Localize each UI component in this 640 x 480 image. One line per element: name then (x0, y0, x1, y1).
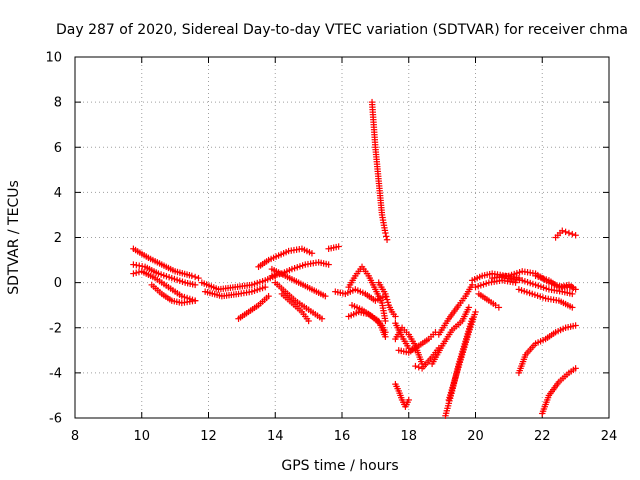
series-arc-26 (435, 281, 476, 338)
data-point (308, 250, 316, 257)
series-arc-03 (130, 268, 199, 304)
x-tick-label: 24 (601, 429, 618, 444)
series-arc-38 (539, 365, 579, 417)
data-point (569, 290, 576, 298)
x-tick-label: 20 (467, 429, 484, 444)
data-point-interp (383, 296, 391, 303)
series-arc-06 (201, 283, 269, 300)
data-point (325, 261, 332, 268)
data-point (195, 274, 202, 282)
x-tick-label: 10 (133, 429, 150, 444)
series-arc-19 (368, 98, 391, 243)
data-point (191, 297, 199, 304)
data-point (191, 281, 199, 289)
data-point (262, 283, 269, 291)
series-arc-36 (552, 227, 579, 241)
data-point-interp (569, 230, 576, 238)
series-arc-04 (148, 281, 199, 307)
series-arc-13 (325, 243, 342, 252)
y-tick-label: -6 (49, 412, 62, 427)
series-arc-25 (428, 304, 473, 368)
data-point (559, 227, 566, 234)
series-arc-37 (515, 322, 579, 377)
series-arc-17 (348, 301, 389, 336)
x-tick-label: 22 (534, 429, 551, 444)
data-point (130, 270, 137, 277)
data-point (565, 229, 573, 237)
data-point-interp (383, 233, 390, 240)
data-point (305, 317, 312, 325)
x-tick-label: 12 (200, 429, 217, 444)
data-point (569, 283, 576, 291)
data-point (569, 304, 576, 311)
data-point (512, 279, 519, 286)
y-axis-label: SDTVAR / TECUs (6, 180, 22, 295)
series-arc-15 (345, 263, 389, 325)
series-arc-31 (475, 290, 503, 311)
data-point (382, 329, 389, 336)
series-arc-34 (515, 286, 576, 311)
x-tick-label: 18 (400, 429, 417, 444)
grid-lines (75, 57, 609, 418)
data-point (265, 292, 272, 300)
series-arc-35 (532, 272, 579, 293)
data-point (382, 317, 389, 325)
data-point (335, 243, 342, 250)
x-axis-label: GPS time / hours (281, 458, 398, 474)
data-point (472, 308, 479, 316)
data-point (572, 232, 579, 239)
data-point (383, 236, 391, 243)
series-arc-12 (278, 290, 312, 325)
data-point-interp (384, 299, 392, 306)
data-point (405, 396, 412, 404)
y-tick-label: 0 (54, 276, 62, 291)
data-point (392, 313, 399, 320)
series-arc-08 (255, 245, 316, 271)
data-point (572, 286, 579, 293)
data-point (382, 290, 389, 298)
data-points (130, 98, 579, 419)
data-point (322, 292, 329, 300)
data-point-interp (191, 273, 199, 281)
data-point (412, 362, 419, 370)
axis-ticks (74, 56, 610, 419)
chart-title: Day 287 of 2020, Sidereal Day-to-day VTE… (56, 22, 628, 38)
data-point-interp (132, 269, 140, 277)
y-tick-label: 4 (54, 186, 62, 201)
y-tick-label: 6 (54, 141, 62, 156)
series-arc-10 (268, 265, 329, 300)
series-arc-01 (130, 245, 202, 282)
series-arc-28 (445, 308, 479, 404)
y-tick-label: -4 (49, 366, 62, 381)
y-tick-label: -2 (49, 321, 62, 336)
data-point (572, 365, 579, 372)
series-arc-09 (268, 259, 332, 280)
data-point (382, 229, 389, 237)
x-tick-label: 16 (334, 429, 351, 444)
y-tick-label: 2 (54, 231, 62, 246)
series-arc-11 (272, 279, 326, 322)
data-point (188, 272, 196, 280)
series-arc-18 (375, 279, 399, 320)
data-point (492, 301, 499, 309)
data-point-interp (383, 293, 390, 300)
series-arc-07 (235, 292, 272, 322)
series-arc-33 (505, 274, 576, 298)
y-tick-label: 10 (45, 51, 62, 66)
series-arc-02 (130, 261, 199, 289)
data-point (495, 304, 503, 311)
y-tick-label: 8 (54, 96, 62, 111)
data-point-interp (562, 228, 569, 236)
series-arc-24 (392, 380, 412, 410)
data-point (465, 304, 473, 311)
x-tick-label: 8 (71, 429, 79, 444)
data-point (318, 315, 326, 322)
data-point-interp (415, 364, 422, 371)
x-tick-label: 14 (267, 429, 284, 444)
data-point (572, 322, 579, 329)
